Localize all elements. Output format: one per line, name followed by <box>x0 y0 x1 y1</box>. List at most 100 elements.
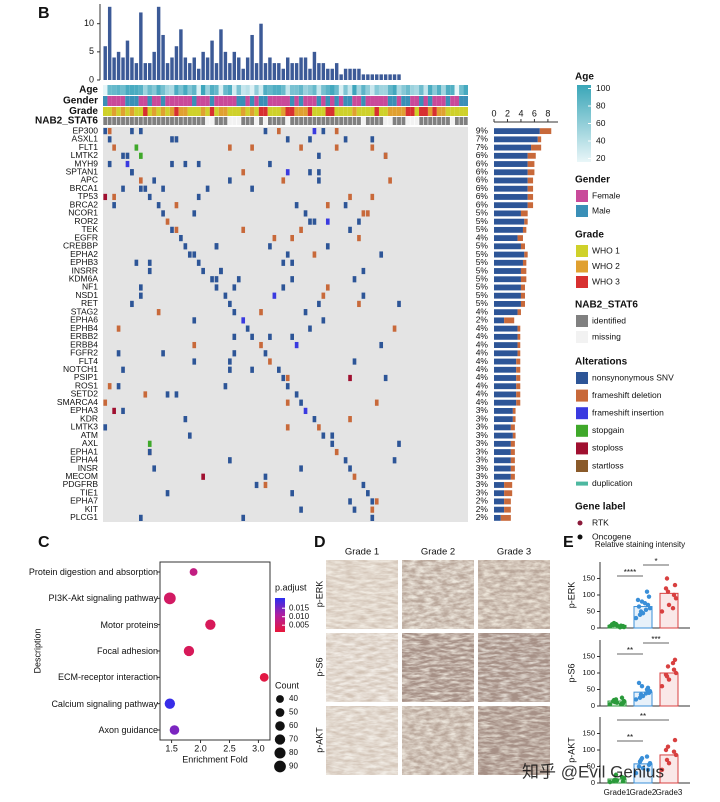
grade-cell <box>165 107 170 116</box>
gene-percent: 5% <box>476 216 489 226</box>
alteration-cell <box>268 333 272 340</box>
alteration-cell <box>343 136 348 143</box>
gene-percent: 3% <box>476 422 489 432</box>
grade-cell <box>138 107 144 116</box>
bar-segment <box>527 169 535 176</box>
grade-cell <box>240 107 246 116</box>
nab2-cell <box>156 117 161 125</box>
alteration-cell <box>317 177 321 184</box>
alteration-cell <box>285 374 290 382</box>
gender-cell <box>134 96 139 106</box>
alteration-cell <box>139 128 143 135</box>
age-cell <box>160 85 166 95</box>
bar <box>254 63 259 80</box>
alteration-cell <box>325 243 330 250</box>
nab2-cell <box>325 117 330 125</box>
nab2-cell <box>446 117 450 125</box>
gender-cell <box>307 96 313 106</box>
gender-cell <box>334 96 339 106</box>
bar <box>361 74 366 80</box>
alteration-cell <box>312 251 317 258</box>
bar <box>370 74 375 80</box>
bar-segment <box>494 268 521 274</box>
grade-cell <box>298 107 304 116</box>
age-cell <box>303 85 308 95</box>
y-tick-label: Protein digestion and absorption <box>28 567 158 577</box>
grade-cell <box>272 107 277 116</box>
alteration-cell <box>352 276 357 283</box>
panel-title: Relative staining intensity <box>595 540 685 549</box>
grade-cell <box>432 107 437 116</box>
alteration-cell <box>196 259 201 266</box>
nab2-cell <box>214 117 219 125</box>
age-cell <box>187 85 193 95</box>
bar-segment <box>494 259 523 266</box>
gender-cell <box>107 96 112 106</box>
alteration-cell <box>379 251 384 258</box>
data-point <box>665 589 671 594</box>
age-cell <box>445 85 451 95</box>
bar-segment <box>494 128 540 135</box>
grade-cell <box>160 107 166 116</box>
alteration-cell <box>303 407 308 415</box>
nab2-cell <box>343 117 348 125</box>
gender-cell <box>454 96 460 106</box>
sig-label: * <box>654 557 657 566</box>
alteration-cell <box>325 284 330 291</box>
bar <box>334 63 339 80</box>
alteration-cell <box>325 202 330 209</box>
data-point <box>619 774 625 780</box>
grade-cell <box>232 107 237 116</box>
nab2-cell <box>432 117 437 125</box>
alteration-cell <box>170 160 174 168</box>
gene-percent: 5% <box>476 298 489 308</box>
gender-cell <box>169 96 175 106</box>
bar-segment <box>494 161 528 167</box>
data-point <box>639 684 645 689</box>
legend-swatch <box>576 389 588 402</box>
bar <box>183 57 188 80</box>
alteration-cell <box>165 218 170 225</box>
grade-cell <box>410 107 415 116</box>
gene-percent: 4% <box>476 356 489 366</box>
nab2-cell <box>316 117 321 125</box>
legend-title: Gene label <box>575 502 626 513</box>
nab2-cell <box>134 117 139 125</box>
age-cell <box>236 85 241 95</box>
data-point <box>659 684 665 689</box>
watermark: 知乎 @Evil Genius <box>522 762 664 781</box>
bar <box>134 63 139 80</box>
alteration-cell <box>352 506 357 513</box>
bar-segment <box>494 169 528 176</box>
alteration-cell <box>272 234 277 242</box>
bar <box>294 63 299 80</box>
gender-cell <box>378 96 384 106</box>
legend-title: Alterations <box>575 357 628 368</box>
alteration-cell <box>370 506 375 513</box>
bar <box>339 74 343 80</box>
bar-segment <box>494 202 528 209</box>
gene-label: RET <box>81 298 98 308</box>
y-tick-label: 50 <box>587 606 595 615</box>
panel-label: C <box>38 534 50 551</box>
y-tick-label: Motor proteins <box>100 619 158 630</box>
nab2-cell <box>330 117 335 125</box>
gender-cell <box>240 96 246 106</box>
alteration-cell <box>259 309 263 316</box>
nab2-cell <box>210 117 214 125</box>
alteration-cell <box>174 391 179 398</box>
age-cell <box>138 85 144 95</box>
x-axis-title: Enrichment Fold <box>182 754 248 764</box>
alteration-cell <box>228 144 232 151</box>
alteration-cell <box>357 234 361 242</box>
grade-cell <box>454 107 460 116</box>
legend-swatch <box>576 245 588 257</box>
gender-cell <box>147 96 152 106</box>
gene-label: CREBBP <box>63 241 98 251</box>
data-point <box>633 770 639 776</box>
alteration-cell <box>116 325 121 332</box>
bar-segment <box>494 251 525 258</box>
nab2-cell <box>423 117 428 125</box>
alteration-cell <box>263 473 268 480</box>
bar-segment <box>494 185 528 192</box>
